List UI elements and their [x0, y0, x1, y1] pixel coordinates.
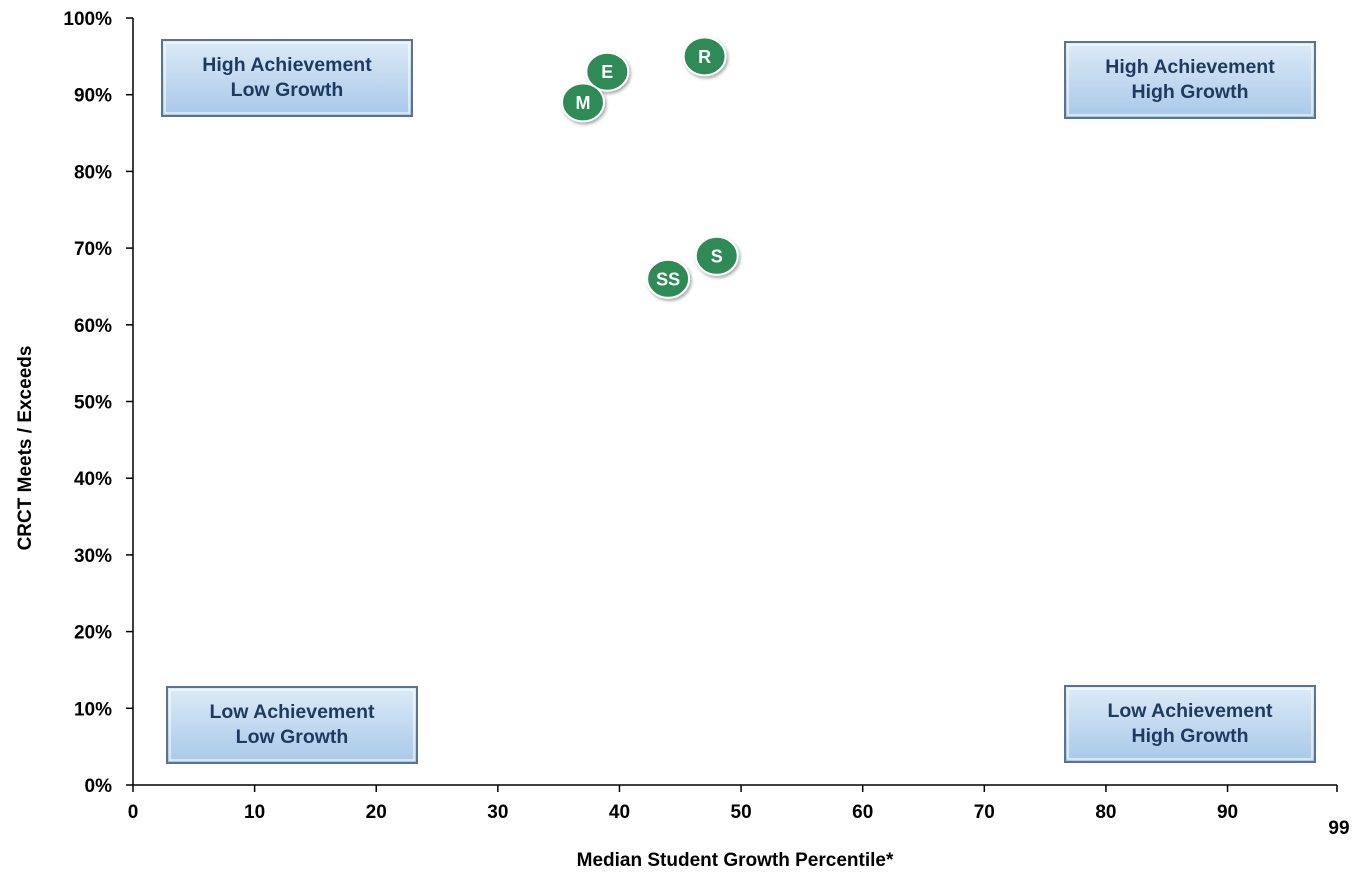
y-tick-label: 10%: [74, 699, 112, 720]
data-point-marker: [646, 258, 691, 299]
y-tick-label: 80%: [74, 162, 112, 183]
x-tick-label: 30: [487, 802, 508, 823]
quadrant-box: [166, 686, 418, 764]
x-tick-label: 0: [128, 802, 139, 823]
y-tick-label: 0%: [85, 776, 113, 797]
quadrant-box-highlight: [1067, 44, 1313, 116]
x-tick-label: 60: [852, 802, 873, 823]
y-tick-label: 50%: [74, 393, 112, 414]
quadrant-box: [161, 39, 413, 117]
quadrant-box-highlight: [169, 689, 415, 761]
data-point-marker: [694, 235, 739, 276]
data-point-label: E: [601, 62, 613, 82]
x-tick-label: 80: [1095, 802, 1116, 823]
quadrant-label-line: Low Achievement: [1107, 700, 1273, 722]
x-tick-label: 40: [609, 802, 630, 823]
y-axis-title: CRCT Meets / Exceeds: [15, 346, 36, 551]
quadrant-label-line: Low Achievement: [209, 701, 375, 723]
data-point-label: S: [711, 246, 723, 266]
data-point-m: M: [560, 82, 605, 123]
quadrant-label-line: High Achievement: [1105, 56, 1275, 78]
y-tick-label: 90%: [74, 86, 112, 107]
data-point-marker: [585, 51, 630, 92]
y-tick-label: 30%: [74, 546, 112, 567]
quadrant-label-line: High Achievement: [202, 54, 372, 76]
data-point-label: SS: [656, 269, 680, 289]
quadrant-label-line: Low Growth: [231, 79, 344, 101]
x-tick-label: 50: [731, 802, 752, 823]
x-axis-title: Median Student Growth Percentile*: [577, 850, 894, 871]
y-tick-label: 60%: [74, 316, 112, 337]
quadrant-box-highlight: [1067, 688, 1313, 760]
data-point-label: M: [575, 93, 590, 113]
quadrant-box: [1064, 685, 1316, 763]
quadrant-label-bottom-left: Low Achievement Low Growth: [166, 686, 418, 764]
quadrant-box-highlight: [164, 42, 410, 114]
data-point-r: R: [682, 36, 727, 77]
x-tick-label: 90: [1217, 802, 1238, 823]
quadrant-label-line: High Growth: [1132, 725, 1249, 747]
quadrant-label-top-left: High Achievement Low Growth: [161, 39, 413, 117]
data-point-e: E: [585, 51, 630, 92]
data-point-ss: SS: [646, 258, 691, 299]
quadrant-label-line: High Growth: [1132, 81, 1249, 103]
data-point-marker: [560, 82, 605, 123]
quadrant-label-line: Low Growth: [236, 726, 349, 748]
quadrant-label-bottom-right: Low Achievement High Growth: [1064, 685, 1316, 763]
y-tick-label: 20%: [74, 623, 112, 644]
data-point-s: S: [694, 235, 739, 276]
x-tick-label: 99: [1328, 818, 1349, 839]
data-point-marker: [682, 36, 727, 77]
x-tick-label: 70: [974, 802, 995, 823]
quadrant-box: [1064, 41, 1316, 119]
quadrant-label-top-right: High Achievement High Growth: [1064, 41, 1316, 119]
data-point-label: R: [698, 47, 711, 67]
x-tick-label: 10: [244, 802, 265, 823]
y-tick-label: 40%: [74, 469, 112, 490]
y-tick-label: 70%: [74, 239, 112, 260]
y-tick-label: 100%: [63, 9, 112, 30]
x-tick-label: 20: [366, 802, 387, 823]
